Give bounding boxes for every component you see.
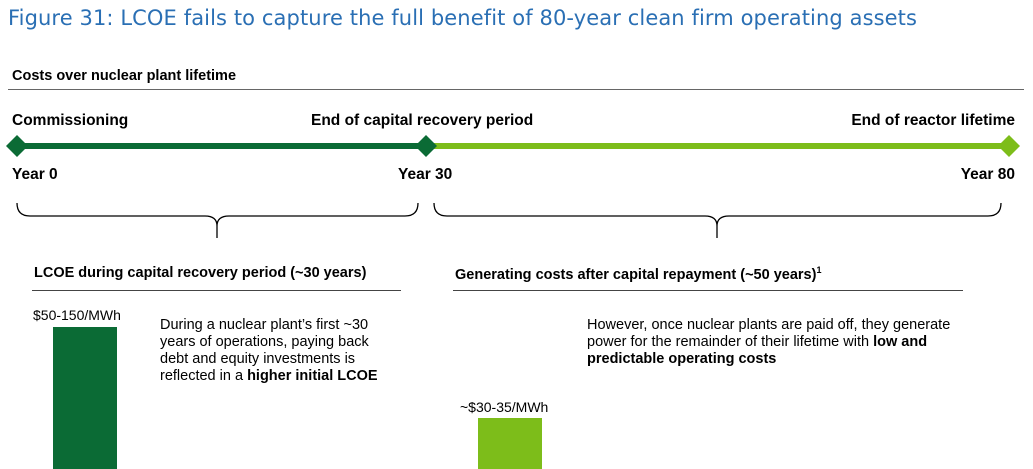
milestone-label-commissioning: Commissioning	[12, 112, 129, 129]
milestone-diamond-year-30	[415, 135, 437, 157]
right-description-text: However, once nuclear plants are paid of…	[587, 317, 951, 350]
milestone-label-reactor-end: End of reactor lifetime	[851, 112, 1015, 129]
diagram-subtitle: Costs over nuclear plant lifetime	[12, 68, 237, 84]
right-bar-value-label: ~$30-35/MWh	[460, 399, 549, 415]
left-description-bold: higher initial LCOE	[247, 368, 378, 384]
right-section-title: Generating costs after capital repayment…	[455, 265, 821, 283]
right-section-title-text: Generating costs after capital repayment…	[455, 266, 817, 283]
right-section-footnote: 1	[816, 265, 822, 275]
right-section-rule	[453, 290, 963, 291]
left-section-rule	[32, 290, 401, 291]
milestone-diamond-year-80	[998, 135, 1020, 157]
year-label-30: Year 30	[398, 166, 453, 183]
milestone-label-capital-recovery-end: End of capital recovery period	[311, 112, 534, 129]
left-description-text: During a nuclear plant’s first ~30 years…	[160, 317, 369, 384]
right-description-bold: low and predictable operating costs	[587, 334, 928, 367]
year-label-80: Year 80	[960, 166, 1015, 183]
left-bar-value-label: $50-150/MWh	[33, 307, 121, 323]
right-description: However, once nuclear plants are paid of…	[587, 317, 959, 368]
left-section-title: LCOE during capital recovery period (~30…	[34, 265, 367, 281]
operating-cost-bar	[478, 418, 542, 469]
year-label-0: Year 0	[12, 166, 58, 183]
right-period-brace	[433, 202, 1002, 238]
figure-title: Figure 31: LCOE fails to capture the ful…	[8, 6, 918, 30]
left-period-brace	[16, 202, 419, 238]
left-description: During a nuclear plant’s first ~30 years…	[160, 317, 400, 385]
subtitle-divider	[8, 89, 1024, 90]
milestone-diamond-year-0	[6, 135, 28, 157]
lcoe-bar	[53, 327, 117, 469]
